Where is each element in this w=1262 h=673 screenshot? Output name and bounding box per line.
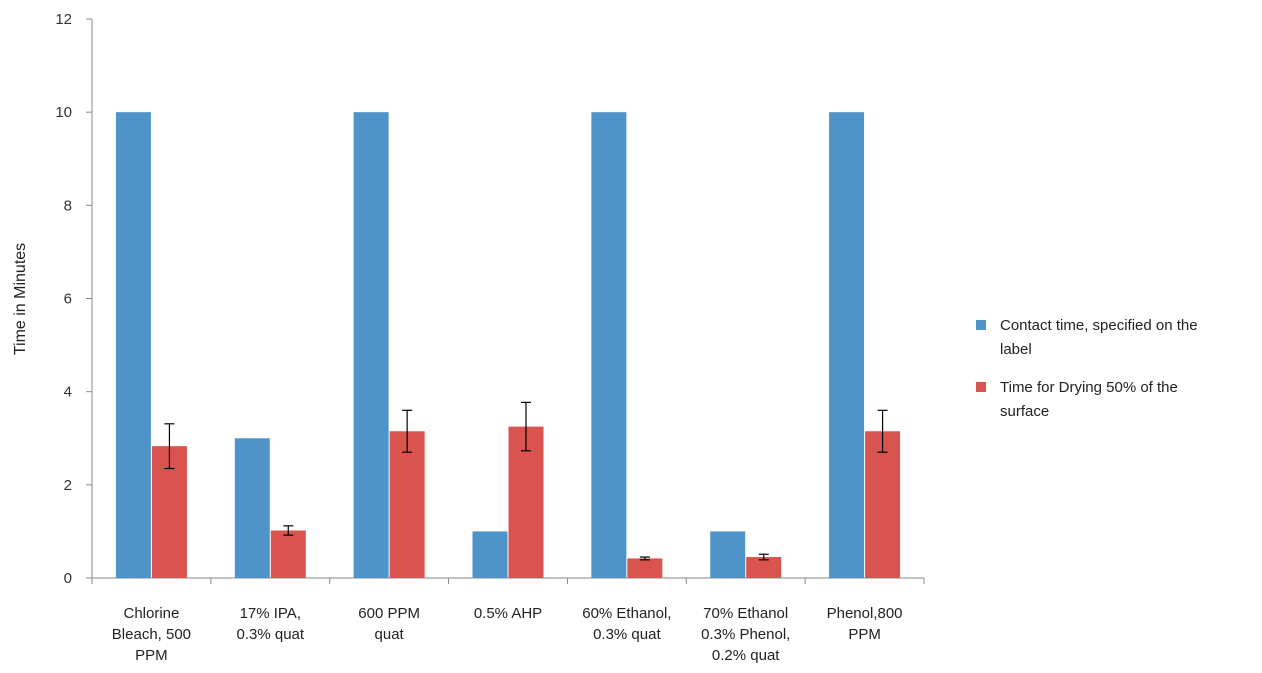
category-label-line: 0.2% quat	[712, 647, 780, 664]
category-label: 70% Ethanol 0.3% Phenol, 0.2% quat	[701, 605, 790, 664]
category-label-line: PPM	[135, 647, 168, 664]
bar-drying-time	[508, 426, 544, 578]
category-label-line: Chlorine	[123, 605, 179, 622]
category-label-line: 0.5% AHP	[474, 605, 542, 622]
bar-drying-time	[389, 431, 425, 578]
legend-entry-line: surface	[1000, 403, 1049, 420]
category-label-line: PPM	[848, 626, 881, 643]
legend-swatch	[976, 320, 986, 330]
bar-drying-time	[270, 530, 306, 578]
y-axis-label: Time in Minutes	[12, 243, 29, 355]
category-label-line: 0.3% Phenol,	[701, 626, 790, 643]
category-label-line: 17% IPA,	[240, 605, 301, 622]
category-label-line: 0.3% quat	[593, 626, 661, 643]
category-label-line: quat	[375, 626, 405, 643]
bar-drying-time	[865, 431, 901, 578]
category-label: 0.5% AHP	[474, 605, 542, 622]
category-label-line: 600 PPM	[358, 605, 420, 622]
bars	[115, 112, 901, 579]
category-label: Phenol,800 PPM	[827, 605, 903, 643]
legend-entry: Time for Drying 50% of the surface	[1000, 379, 1178, 420]
bar-contact-time	[710, 531, 746, 578]
category-label-line: 70% Ethanol	[703, 605, 788, 622]
category-label: 60% Ethanol, 0.3% quat	[582, 605, 671, 643]
category-label-line: Phenol,800	[827, 605, 903, 622]
category-label-line: Bleach, 500	[112, 626, 191, 643]
category-label-line: 0.3% quat	[237, 626, 305, 643]
category-label-line: 60% Ethanol,	[582, 605, 671, 622]
axes: 0 2 4 6 8 10 12	[55, 11, 925, 587]
y-tick-label: 0	[64, 570, 72, 587]
category-label: Chlorine Bleach, 500 PPM	[112, 605, 191, 664]
legend-entry-line: label	[1000, 341, 1032, 358]
bar-contact-time	[829, 112, 865, 579]
y-tick-label: 8	[64, 197, 72, 214]
legend-swatch	[976, 382, 986, 392]
bar-drying-time	[746, 557, 782, 578]
y-tick-label: 4	[64, 384, 72, 401]
legend-entry-line: Contact time, specified on the	[1000, 317, 1198, 334]
y-tick-label: 2	[64, 477, 72, 494]
bar-contact-time	[234, 438, 270, 578]
legend-entry: Contact time, specified on the label	[1000, 317, 1198, 358]
bar-contact-time	[353, 112, 389, 579]
legend: Contact time, specified on the label Time …	[976, 317, 1198, 420]
bar-contact-time	[591, 112, 627, 579]
bar-drying-time	[627, 558, 663, 578]
category-label: 17% IPA, 0.3% quat	[237, 605, 305, 643]
y-tick-label: 6	[64, 291, 72, 308]
legend-entry-line: Time for Drying 50% of the	[1000, 379, 1178, 396]
y-tick-label: 12	[55, 11, 72, 28]
category-label: 600 PPM quat	[358, 605, 420, 643]
bar-contact-time	[115, 112, 151, 579]
y-tick-label: 10	[55, 104, 72, 121]
bar-contact-time	[472, 531, 508, 578]
